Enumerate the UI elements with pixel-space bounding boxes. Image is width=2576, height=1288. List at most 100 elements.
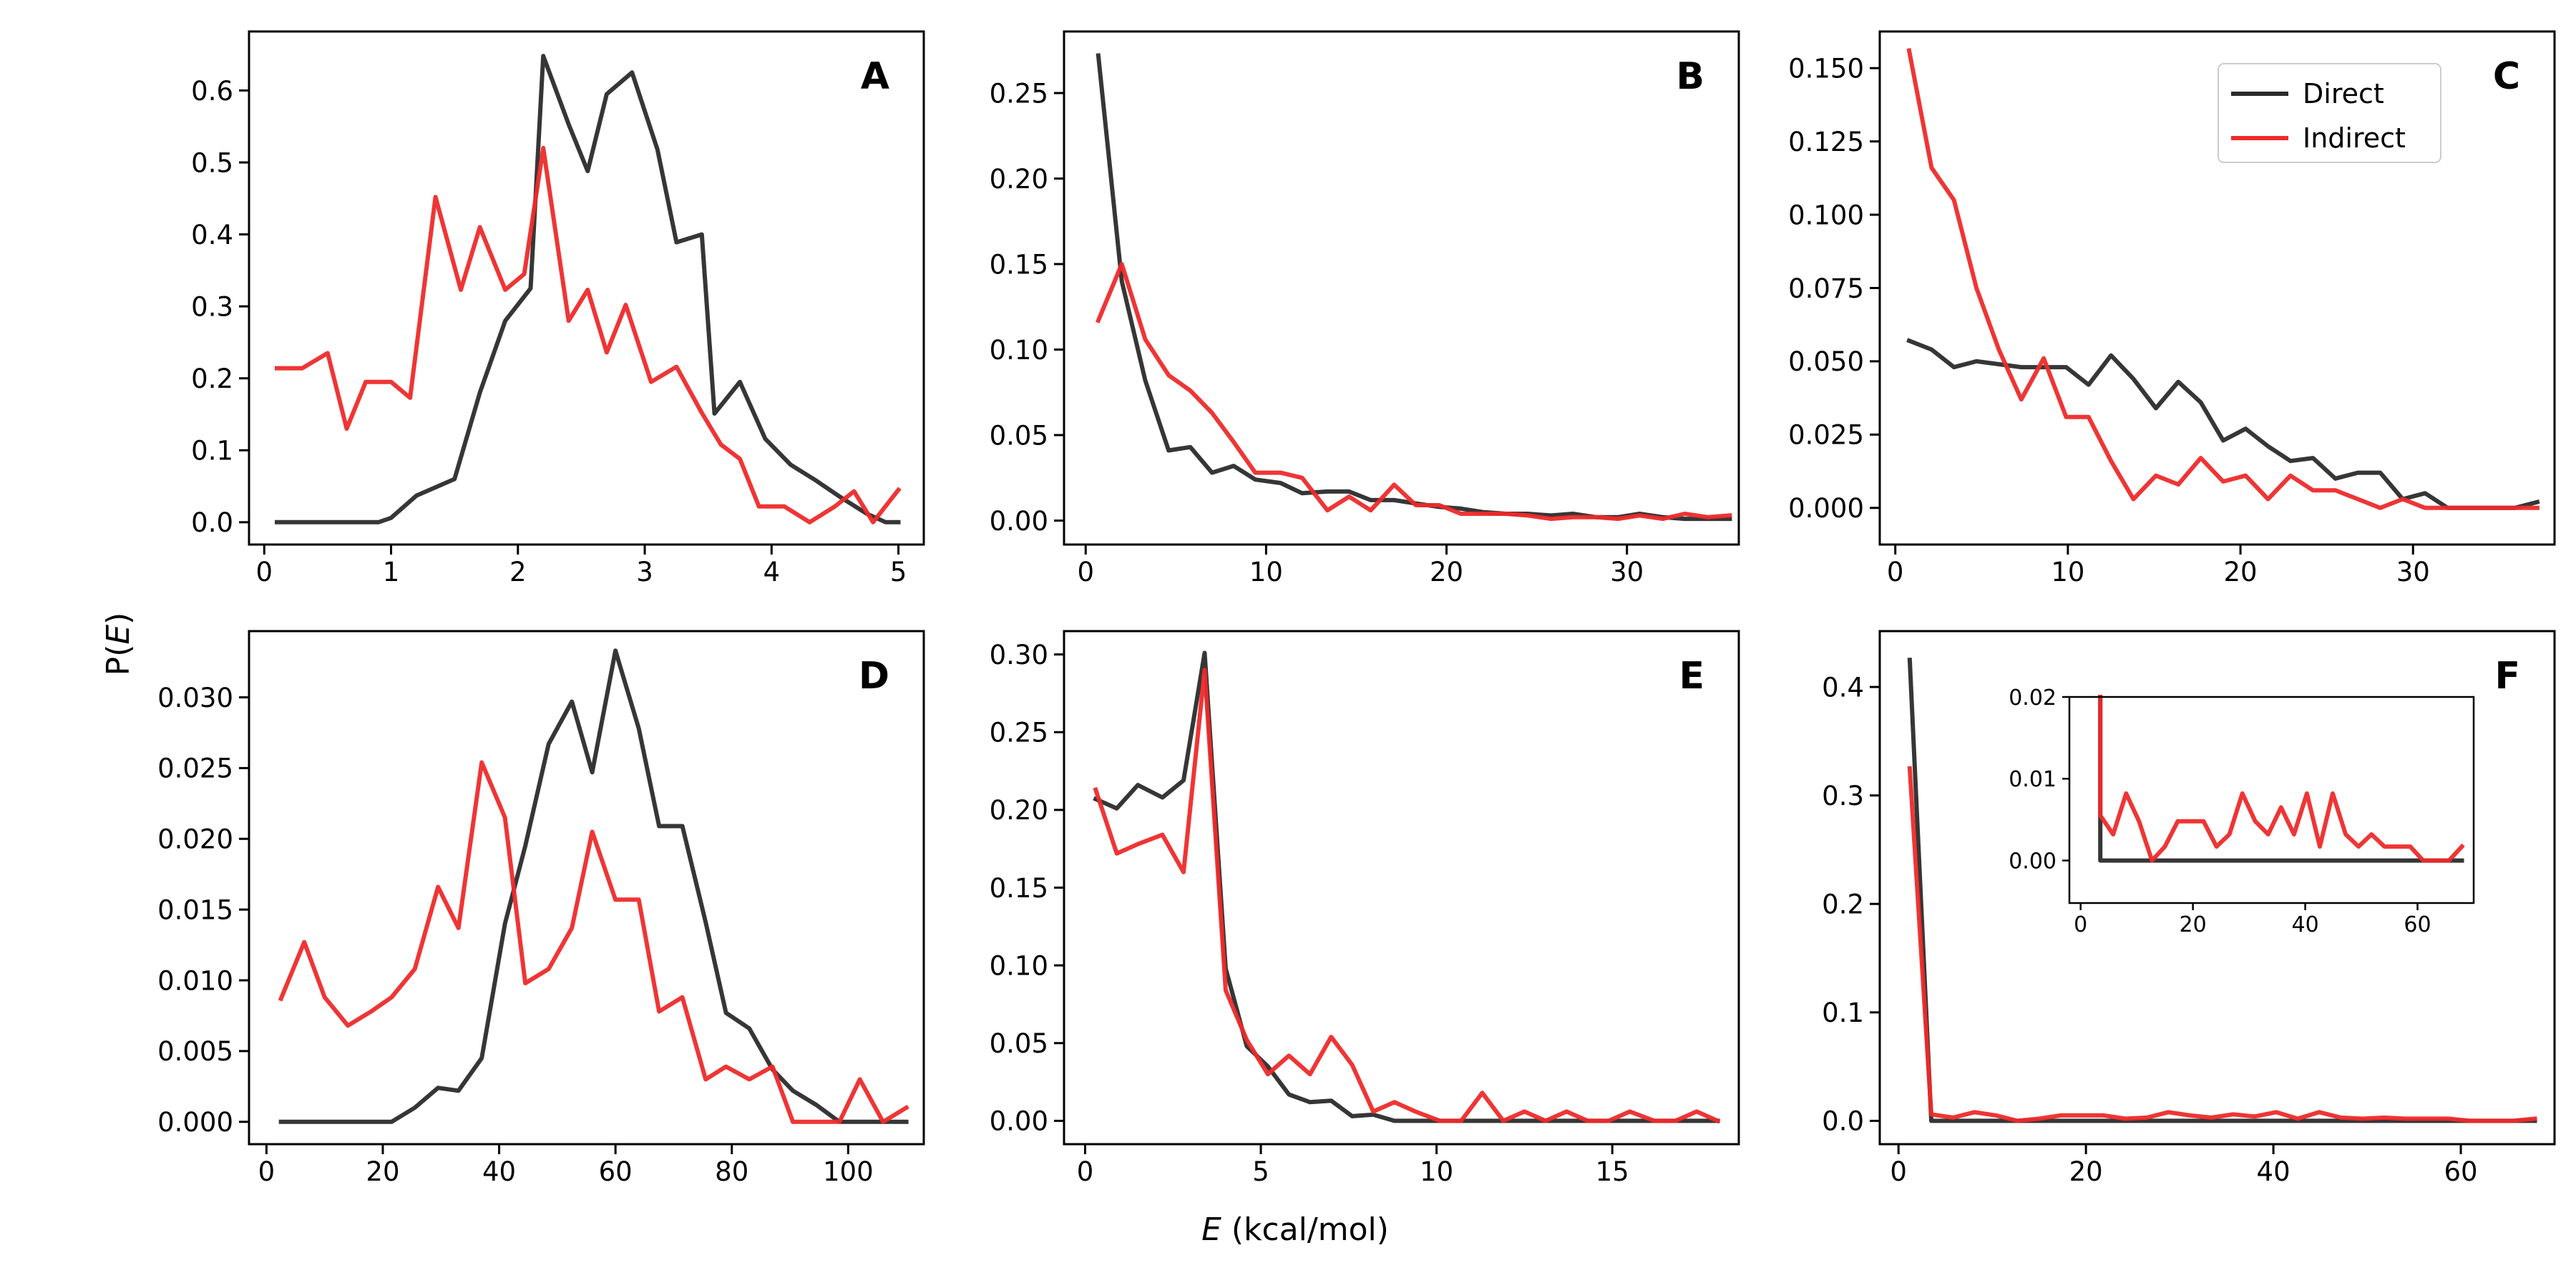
inset-x-tick-label: 60 [2404,912,2431,937]
plot-frame [1063,30,1740,546]
x-tick-label: 30 [1610,557,1644,587]
x-tick-label: 40 [2257,1156,2290,1187]
inset-x-tick-label: 20 [2180,912,2207,937]
y-tick-label: 0.15 [990,873,1048,904]
y-tick-label: 0.1 [191,436,233,467]
figure-ylabel: P(E) [100,613,137,676]
x-tick-label: 10 [1249,557,1283,587]
x-tick-label: 0 [258,1156,275,1187]
x-tick-label: 30 [2396,557,2430,587]
x-tick-label: 0 [1887,557,1904,587]
series-direct [275,54,901,525]
plot-frame [1878,30,2556,546]
x-tick-label: 10 [1420,1156,1453,1187]
panel-a: 0 1 2 3 4 5 0.0 0.1 0.2 0.3 0.4 0.5 0.6 A [191,30,925,587]
x-tick-label: 100 [823,1156,874,1187]
y-tick-label: 0.005 [157,1036,233,1067]
series-indirect [275,145,902,525]
y-tick-label: 0.010 [157,965,233,996]
y-tick-label: 0.15 [990,249,1048,280]
y-tick-label: 0.4 [191,220,233,250]
x-tick-label: 0 [1890,1156,1907,1187]
y-tick-label: 0.075 [1788,273,1864,304]
x-tick-label: 5 [1252,1156,1269,1187]
y-tick-label: 0.30 [990,640,1048,670]
series-indirect [1907,766,2537,1123]
y-tick-label: 0.100 [1788,200,1864,230]
inset: 0 20 40 60 0.00 0.01 0.02 [2009,686,2475,937]
x-tick-label: 0 [1077,557,1094,587]
x-tick-label: 20 [2069,1156,2103,1187]
y-tick-label: 0.2 [191,364,233,394]
series-direct [1906,338,2540,510]
x-tick-label: 80 [715,1156,748,1187]
inset-y-tick-label: 0.00 [2009,849,2057,874]
y-tick-label: 0.3 [191,291,233,322]
y-tick-label: 0.00 [990,506,1048,537]
x-tick-label: 0 [1077,1156,1094,1187]
series-indirect [1906,48,2540,510]
plot-frame [248,30,925,546]
y-tick-label: 0.10 [990,950,1048,981]
panel-label: D [859,655,889,698]
x-tick-label: 1 [383,557,400,587]
plot-area [249,31,924,545]
panel-label: C [2493,55,2520,98]
y-tick-label: 0.05 [990,1028,1048,1059]
series-indirect [1093,668,1721,1124]
panel-e: 0 5 10 15 0.00 0.05 0.10 0.15 0.20 0.25 0.30 E [990,630,1740,1187]
plot-area [1064,31,1739,545]
inset-plot-area [2069,697,2474,903]
y-tick-label: 0.25 [990,78,1048,109]
plot-area [1880,31,2555,545]
y-tick-label: 0.0 [1822,1106,1864,1137]
x-tick-label: 40 [482,1156,516,1187]
x-tick-label: 60 [2444,1156,2477,1187]
figure-xlabel: E (kcal/mol) [1201,1211,1389,1248]
y-tick-label: 0.025 [1788,420,1864,451]
x-tick-label: 3 [636,557,653,587]
y-tick-label: 0.3 [1822,781,1864,811]
y-tick-label: 0.2 [1822,889,1864,920]
plot-area [1064,631,1739,1144]
plot-area [249,631,924,1144]
inset-y-tick-label: 0.01 [2009,767,2057,792]
panel-c: 0 10 20 30 0.000 0.025 0.050 0.075 0.100 0.125 0.1… [1788,30,2556,587]
x-tick-label: 2 [509,557,527,587]
x-tick-label: 4 [763,557,781,587]
x-tick-label: 20 [366,1156,399,1187]
y-tick-label: 0.000 [1788,493,1864,524]
inset-series-indirect [2098,695,2465,863]
inset-y-tick-label: 0.02 [2009,686,2057,711]
y-tick-label: 0.0 [191,507,233,538]
legend-label-direct: Direct [2303,78,2384,109]
panel-label: F [2494,655,2520,698]
inset-x-tick-label: 0 [2074,912,2087,937]
series-indirect [278,760,909,1124]
y-tick-label: 0.025 [157,753,233,784]
panel-label: E [1679,655,1704,698]
y-tick-label: 0.4 [1822,672,1864,703]
x-tick-label: 10 [2051,557,2084,587]
y-tick-label: 0.05 [990,420,1048,451]
panel-d: 0 20 40 60 80 100 0.000 0.005 0.010 0.015 0.020 0.0… [157,630,925,1187]
y-tick-label: 0.050 [1788,346,1864,377]
panel-b: 0 10 20 30 0.00 0.05 0.10 0.15 0.20 0.25 B [990,30,1740,587]
panel-label: A [861,55,889,98]
y-tick-label: 0.030 [157,683,233,713]
y-tick-label: 0.150 [1788,54,1864,84]
plot-frame [248,630,925,1146]
series-indirect [1095,262,1732,522]
x-tick-label: 20 [1430,557,1463,587]
x-tick-label: 0 [255,557,273,587]
y-tick-label: 0.020 [157,824,233,855]
panel-f: 0 20 40 60 0.0 0.1 0.2 0.3 0.4 F 0 20 40 60 0.00 0.01 0.… [1822,630,2556,1187]
legend-label-indirect: Indirect [2303,122,2406,154]
series-direct [278,648,909,1124]
y-tick-label: 0.5 [191,147,233,178]
x-tick-label: 60 [599,1156,633,1187]
inset-plot-frame [2068,696,2475,904]
plot-frame [1878,630,2556,1146]
y-tick-label: 0.125 [1788,127,1864,157]
